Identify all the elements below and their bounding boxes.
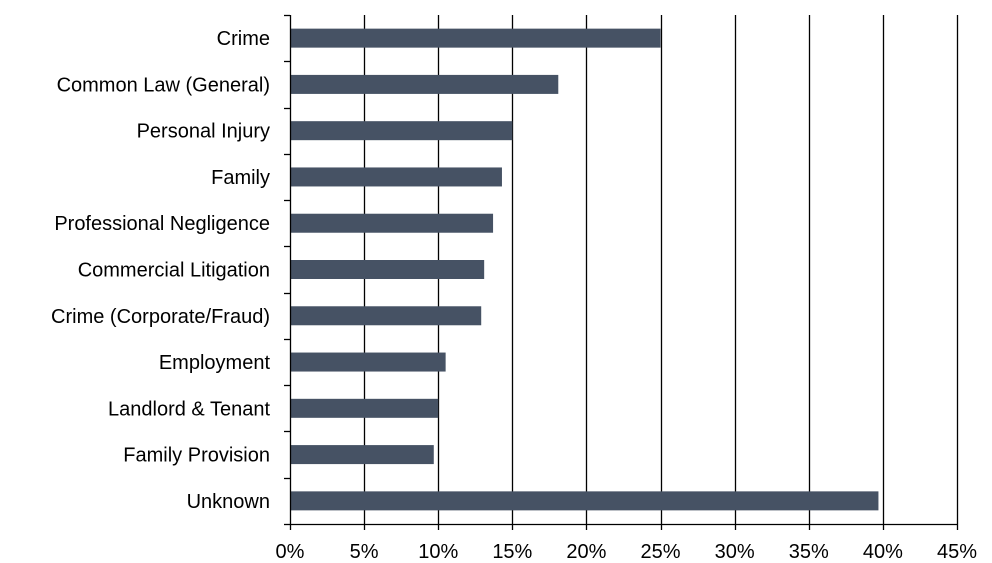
- bar: [290, 306, 482, 326]
- labels: 0% 5% 10% 15% 20% 25% 30% 35% 40% 45% Crime Common …: [51, 28, 977, 563]
- x-tick-label: 20%: [566, 541, 606, 563]
- bar: [290, 74, 559, 94]
- grid-lines: [363, 15, 959, 524]
- bar: [290, 121, 513, 141]
- x-tick-label: 45%: [937, 541, 977, 563]
- category-label: Crime (Corporate/Fraud): [51, 306, 270, 328]
- bar: [290, 445, 434, 465]
- bars: [290, 28, 879, 511]
- category-label: Commercial Litigation: [78, 260, 270, 282]
- x-tick-label: 30%: [715, 541, 755, 563]
- category-label: Professional Negligence: [54, 213, 270, 235]
- category-label: Landlord & Tenant: [108, 398, 270, 420]
- category-label: Personal Injury: [137, 121, 270, 143]
- category-label: Crime: [217, 28, 270, 50]
- axes: [284, 14, 959, 530]
- bar: [290, 491, 879, 511]
- category-label: Family Provision: [123, 445, 270, 467]
- x-tick-label: 15%: [492, 541, 532, 563]
- x-tick-label: 10%: [418, 541, 458, 563]
- bar: [290, 28, 661, 48]
- x-tick-label: 25%: [641, 541, 681, 563]
- bar: [290, 167, 502, 187]
- category-label: Family: [211, 167, 270, 189]
- bar: [290, 213, 494, 233]
- x-tick-label: 35%: [789, 541, 829, 563]
- category-label: Employment: [159, 352, 271, 374]
- category-label: Unknown: [187, 491, 270, 513]
- category-label: Common Law (General): [57, 74, 270, 96]
- bar: [290, 260, 485, 279]
- x-tick-label: 40%: [863, 541, 903, 563]
- bar: [290, 398, 439, 418]
- bar: [290, 352, 446, 372]
- x-tick-label: 0%: [276, 541, 305, 563]
- x-tick-label: 5%: [350, 541, 379, 563]
